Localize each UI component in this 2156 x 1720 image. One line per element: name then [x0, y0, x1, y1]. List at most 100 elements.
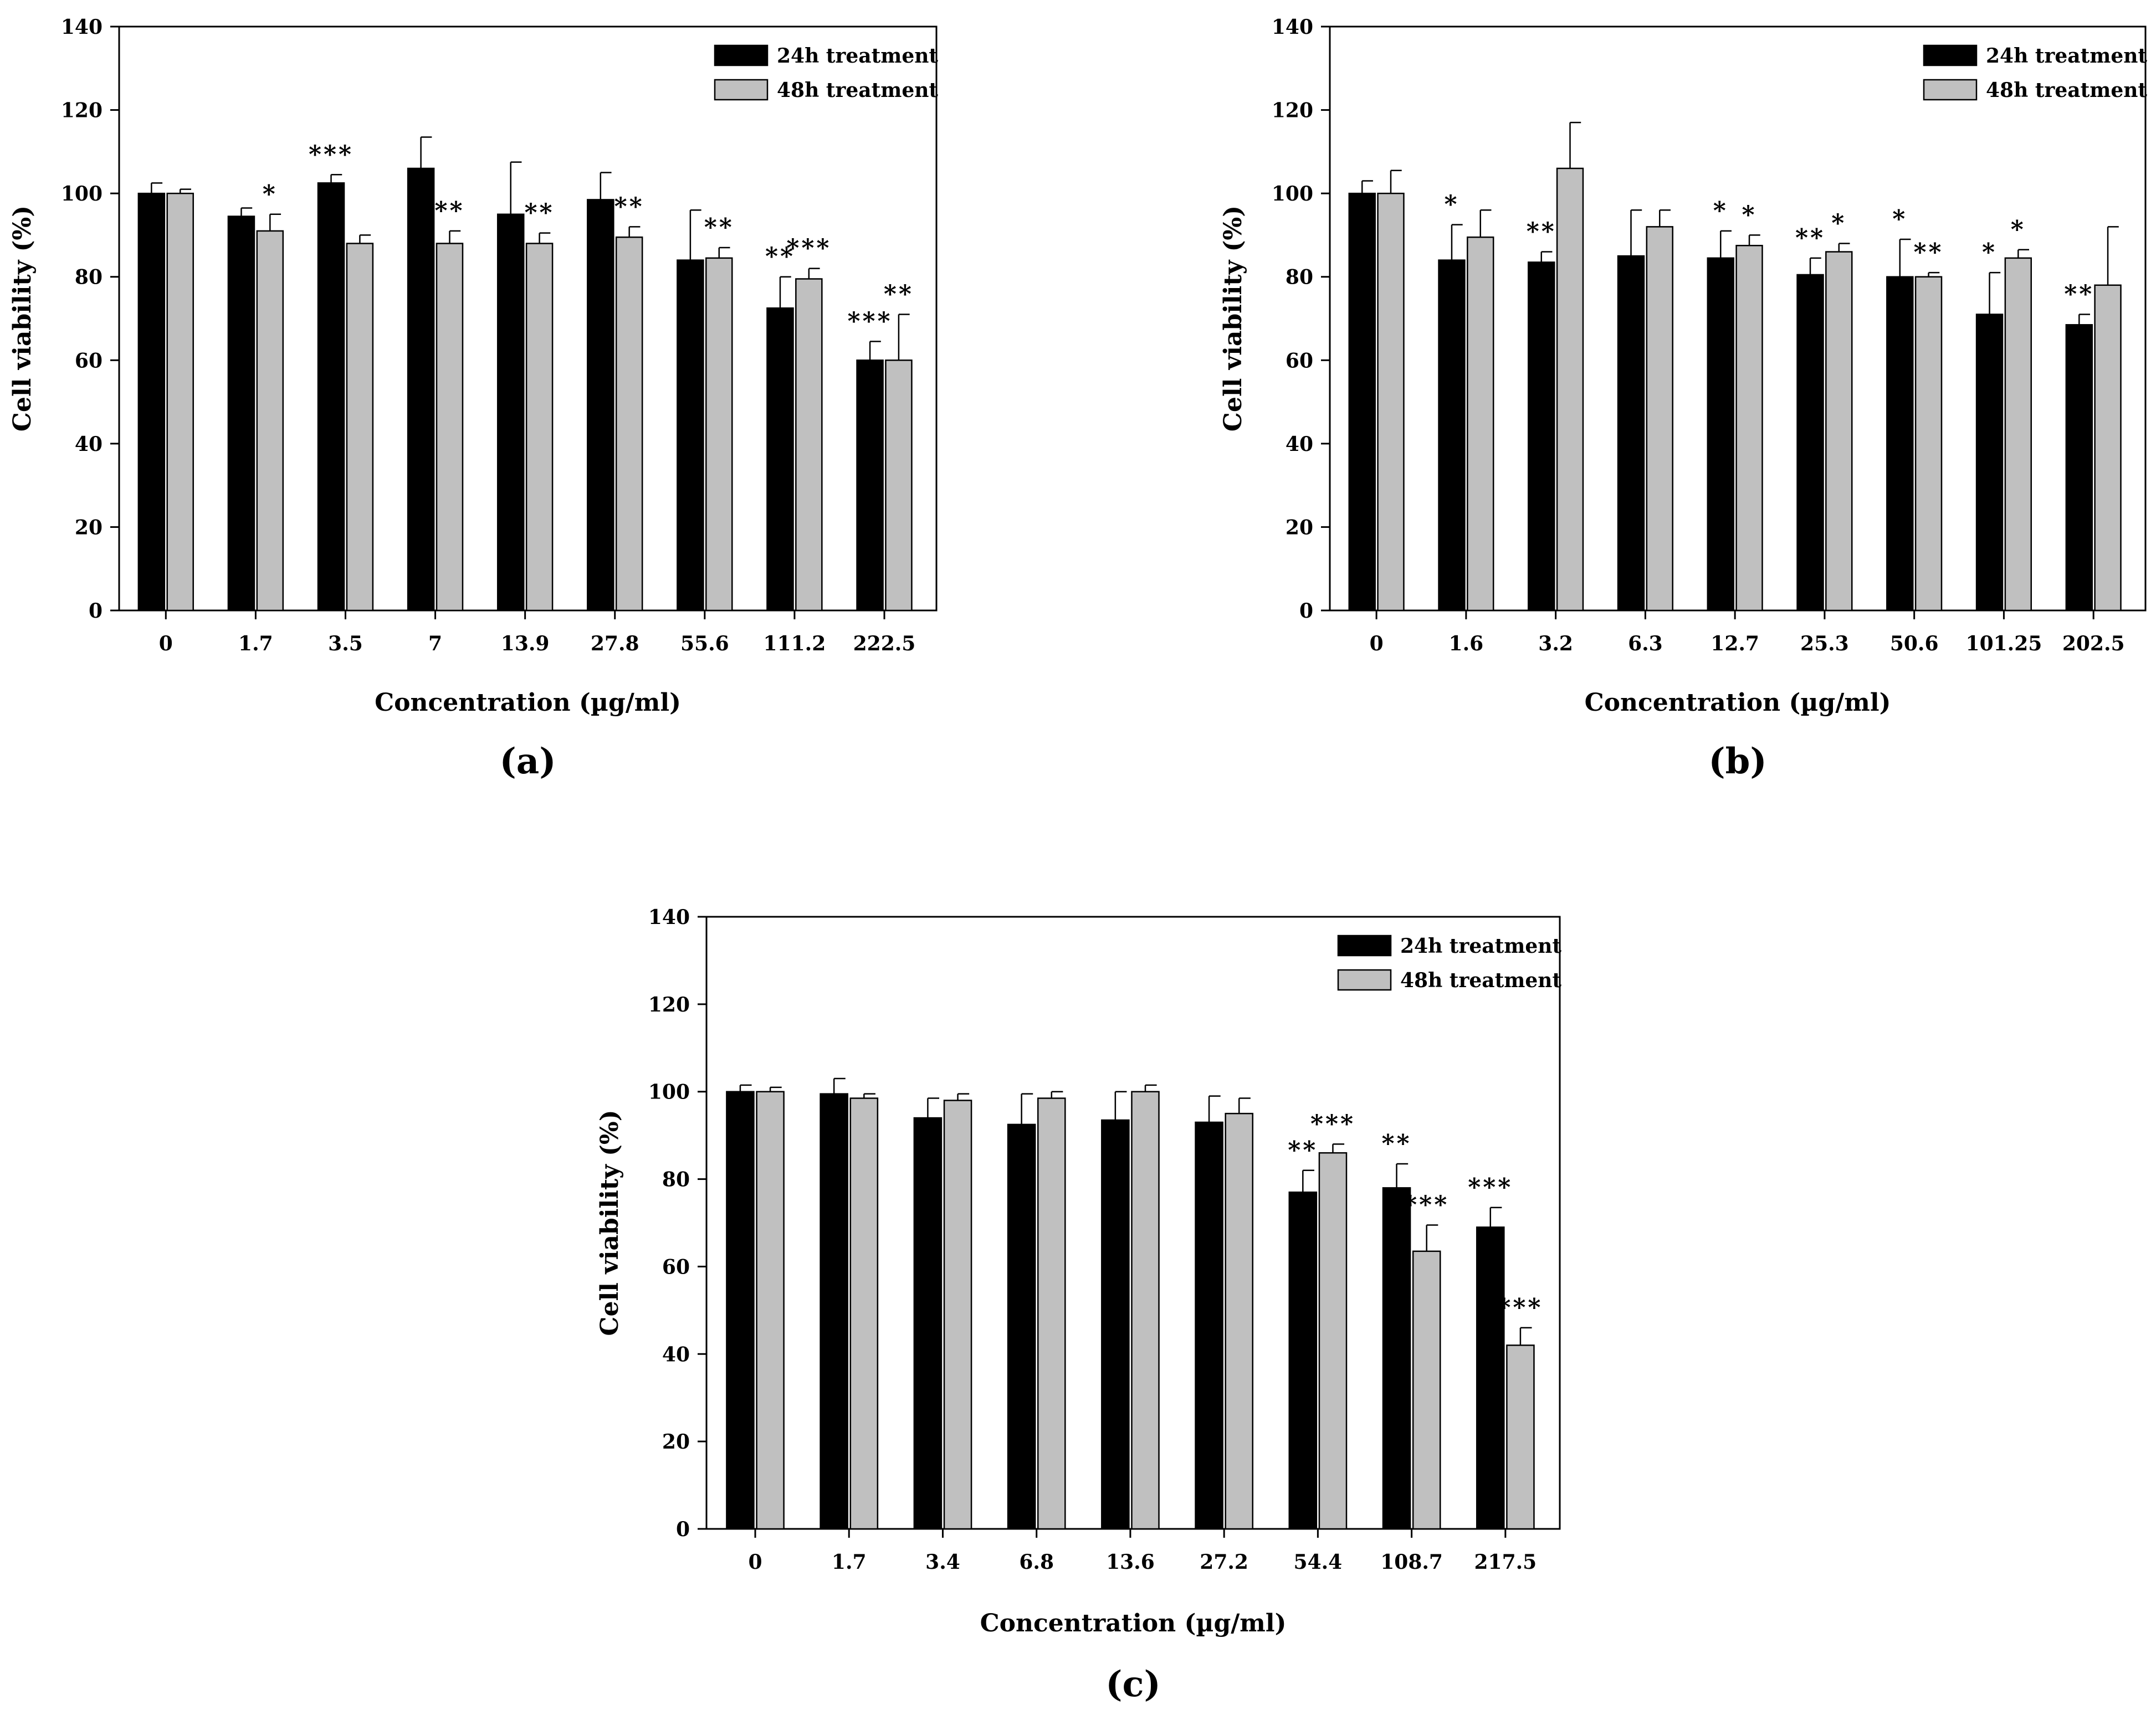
bar-24h	[1707, 257, 1734, 612]
x-tick-label: 50.6	[1890, 632, 1939, 655]
bar-48h	[1412, 1250, 1441, 1530]
significance-marker: **	[1914, 238, 1944, 266]
y-axis-title: Cell viability (%)	[1219, 206, 1247, 432]
bar-24h	[1101, 1119, 1130, 1530]
bar-48h	[1556, 167, 1584, 612]
bar-24h	[913, 1117, 943, 1530]
category-group: 0	[1348, 170, 1405, 655]
bar-48h	[1225, 1112, 1254, 1530]
x-tick-label: 13.9	[501, 632, 550, 655]
bar-48h	[885, 360, 913, 612]
significance-marker: **	[525, 199, 555, 227]
significance-marker: *	[1831, 209, 1846, 237]
chart-panel-a: 0 20 40 60 80 100 120 140 Cell viability (%) 0 * 1.…	[8, 16, 938, 782]
legend-label-24h: 24h treatment	[777, 44, 938, 68]
x-tick-label: 1.6	[1449, 632, 1484, 655]
legend-swatch-48h	[1923, 79, 1978, 101]
category-group: *** 25.3	[1795, 209, 1853, 655]
significance-marker: ***	[309, 140, 354, 168]
legend: 24h treatment 48h treatment	[714, 44, 938, 102]
y-tick-label: 0	[676, 1518, 690, 1541]
legend-swatch-24h	[1337, 935, 1392, 957]
x-tick-label: 6.8	[1019, 1550, 1054, 1574]
category-group: ***** 54.4	[1288, 1110, 1355, 1574]
bar-24h	[766, 307, 794, 612]
significance-marker: ***	[1468, 1173, 1513, 1202]
bar-48h	[346, 243, 374, 612]
bar-24h	[820, 1093, 848, 1530]
bar-48h	[1735, 245, 1763, 612]
category-group: 1.7	[820, 1077, 879, 1574]
chart-panel-b: 0 20 40 60 80 100 120 140 Cell viability (%) 0 * 1.…	[1219, 16, 2147, 782]
x-tick-label: 1.7	[832, 1550, 867, 1574]
y-tick-label: 100	[61, 182, 103, 206]
significance-marker: *	[1982, 238, 1997, 266]
x-tick-label: 217.5	[1474, 1550, 1537, 1574]
category-group: ** 13.9	[496, 161, 555, 655]
significance-marker: ***	[1404, 1190, 1449, 1219]
bar-48h	[1825, 251, 1853, 612]
x-tick-label: 101.25	[1966, 632, 2042, 655]
legend-swatch-48h	[1337, 969, 1392, 991]
chart-panel-c: 0 20 40 60 80 100 120 140 Cell viability (%) 0 1.7…	[596, 906, 1561, 1705]
y-tick-label: 0	[89, 599, 103, 623]
significance-marker: **	[2064, 280, 2094, 308]
bar-24h	[587, 199, 614, 612]
category-group: 6.3	[1617, 209, 1673, 655]
category-group: ** 3.2	[1527, 121, 1584, 655]
category-group: * * 12.7	[1707, 197, 1763, 655]
bar-48h	[943, 1100, 972, 1530]
y-tick-label: 120	[648, 993, 690, 1016]
significance-marker: ***	[1310, 1110, 1355, 1138]
legend-label-48h: 48h treatment	[777, 79, 938, 102]
y-tick-label: 60	[662, 1255, 690, 1279]
x-axis-title: Concentration (µg/ml)	[1585, 689, 1891, 717]
x-tick-label: 6.3	[1628, 632, 1663, 655]
bar-48h	[705, 257, 733, 612]
legend-label-24h: 24h treatment	[1400, 935, 1561, 958]
bar-24h	[407, 167, 435, 612]
y-tick-label: 60	[1286, 349, 1313, 372]
legend-swatch-24h	[1923, 44, 1978, 66]
significance-marker: *	[1892, 205, 1907, 233]
x-tick-label: 25.3	[1800, 632, 1849, 655]
significance-marker: **	[1288, 1136, 1318, 1164]
bar-48h	[1914, 276, 1943, 612]
bar-24h	[726, 1091, 755, 1530]
significance-marker: *	[1742, 201, 1757, 229]
significance-marker: **	[1382, 1129, 1412, 1158]
bar-24h	[137, 192, 166, 612]
x-tick-label: 3.5	[328, 632, 363, 655]
x-tick-label: 1.7	[238, 632, 273, 655]
significance-marker: ***	[848, 307, 893, 335]
x-tick-label: 12.7	[1711, 632, 1759, 655]
significance-marker: *	[1713, 197, 1728, 225]
category-group: ***** 222.5	[848, 280, 916, 655]
legend-label-48h: 48h treatment	[1400, 969, 1561, 992]
bar-24h	[496, 213, 525, 612]
x-tick-label: 108.7	[1380, 1550, 1443, 1574]
bar-48h	[615, 236, 643, 612]
category-group: *** 3.5	[309, 140, 374, 655]
category-group: 0	[137, 182, 194, 655]
bar-24h	[1886, 276, 1914, 612]
y-tick-label: 80	[1286, 266, 1313, 289]
bar-48h	[166, 192, 194, 612]
panel-label: (c)	[1105, 1663, 1161, 1705]
category-group: 0	[726, 1084, 785, 1574]
x-tick-label: 202.5	[2062, 632, 2125, 655]
panel-label: (b)	[1708, 741, 1766, 782]
significance-marker: **	[434, 197, 464, 225]
bar-48h	[849, 1097, 879, 1530]
significance-marker: **	[765, 243, 795, 271]
category-group: ** 55.6	[677, 209, 733, 655]
category-group: *** *** 217.5	[1468, 1173, 1540, 1574]
y-tick-label: 140	[648, 906, 690, 929]
x-tick-label: 13.6	[1106, 1550, 1155, 1574]
bar-48h	[2004, 257, 2032, 612]
bar-48h	[1467, 236, 1494, 612]
significance-marker: **	[884, 280, 914, 308]
bar-48h	[2094, 284, 2122, 612]
bar-24h	[677, 259, 704, 612]
